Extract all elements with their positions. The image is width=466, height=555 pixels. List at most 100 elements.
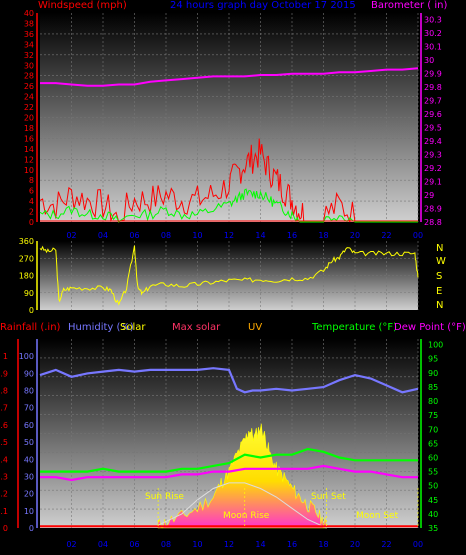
- humidity-y-tick: 60: [24, 421, 34, 430]
- rain-y-tick: 0.7: [0, 404, 8, 413]
- rain-y-tick: 0.4: [0, 455, 8, 464]
- x-tick-label: 04: [98, 540, 108, 549]
- temp-y-tick: 60: [428, 453, 438, 462]
- barometer-axis-title: Barometer ( in): [371, 0, 448, 11]
- avg-wind-series: [39, 188, 418, 223]
- compass-e: E: [436, 286, 443, 297]
- uv-label: UV: [248, 322, 263, 333]
- humidity-y-tick: 100: [19, 352, 34, 361]
- rain-y-tick: 0: [3, 524, 8, 533]
- compass-n-bottom: N: [436, 300, 444, 311]
- humidity-y-tick: 20: [24, 490, 34, 499]
- baro-y-tick: 30.3: [424, 16, 442, 25]
- wind-y-tick: 10: [24, 166, 34, 175]
- x-tick-label: 02: [66, 540, 76, 549]
- x-tick-label: 20: [350, 540, 360, 549]
- baro-y-tick: 29: [424, 191, 434, 200]
- wind-y-tick: 18: [24, 124, 34, 133]
- rainfall-axis-title: Rainfall (.in): [0, 322, 61, 333]
- humidity-y-tick: 10: [24, 507, 34, 516]
- x-tick-label: 18: [318, 540, 328, 549]
- wind-y-tick: 22: [24, 103, 34, 112]
- humidity-axis-title: Humidity (%): [68, 322, 134, 333]
- dir-y-tick: 90: [24, 289, 34, 298]
- baro-y-tick: 28.9: [424, 205, 442, 214]
- x-tick-label: 16: [287, 540, 297, 549]
- baro-y-tick: 29.7: [424, 97, 442, 106]
- baro-y-tick: 29.6: [424, 110, 442, 119]
- windspeed-axis-title: Windspeed (mph): [38, 0, 127, 11]
- windspeed-series: [39, 138, 418, 223]
- wind-y-tick: 4: [29, 197, 34, 206]
- x-tick-label: 08: [161, 540, 171, 549]
- x-tick-label: 00: [413, 540, 423, 549]
- x-tick-label: 06: [129, 231, 139, 240]
- wind-y-tick: 26: [24, 82, 34, 91]
- x-tick-label: 18: [318, 231, 328, 240]
- barometer-series: [40, 67, 419, 87]
- temp-y-tick: 85: [428, 383, 438, 392]
- wind-y-tick: 24: [24, 93, 34, 102]
- temp-y-tick: 45: [428, 496, 438, 505]
- dewpoint-series: [40, 464, 418, 482]
- solar-area: [157, 423, 328, 529]
- rain-y-tick: 0.6: [0, 421, 8, 430]
- humidity-y-tick: 0: [29, 524, 34, 533]
- wind-y-tick: 2: [29, 208, 34, 217]
- dir-y-tick: 180: [19, 272, 34, 281]
- wind-y-tick: 0: [29, 218, 34, 227]
- x-tick-label: 12: [224, 231, 234, 240]
- wind-y-tick: 38: [24, 19, 34, 28]
- rain-y-tick: 0.3: [0, 472, 8, 481]
- baro-y-tick: 29.5: [424, 124, 442, 133]
- humidity-y-tick: 30: [24, 472, 34, 481]
- baro-y-tick: 29.1: [424, 178, 442, 187]
- rain-y-tick: 0.9: [0, 369, 8, 378]
- wind-y-tick: 32: [24, 51, 34, 60]
- temp-y-tick: 80: [428, 397, 438, 406]
- humidity-y-tick: 50: [24, 438, 34, 447]
- wind-direction-series: [39, 245, 419, 306]
- humidity-series: [39, 367, 419, 394]
- temp-y-tick: 75: [428, 411, 438, 420]
- max-solar-series: [157, 482, 327, 529]
- temp-y-tick: 100: [428, 341, 443, 350]
- wind-y-tick: 36: [24, 30, 34, 39]
- temperature-series: [40, 447, 418, 473]
- wind-y-tick: 40: [24, 9, 34, 18]
- baro-y-tick: 30.2: [424, 29, 442, 38]
- x-tick-label: 10: [192, 231, 202, 240]
- sun-set-label: Sun Set: [311, 492, 346, 502]
- x-tick-label: 22: [381, 231, 391, 240]
- wind-y-tick: 12: [24, 155, 34, 164]
- temperature-axis-title: Temperature (°F): [312, 322, 398, 333]
- x-tick-label: 16: [287, 231, 297, 240]
- moon-set-label: Moon Set: [356, 511, 399, 521]
- x-tick-label: 00: [413, 231, 423, 240]
- dir-y-tick: 270: [19, 254, 34, 263]
- x-tick-label: 12: [224, 540, 234, 549]
- baro-y-tick: 29.9: [424, 70, 442, 79]
- baro-y-tick: 29.8: [424, 83, 442, 92]
- baro-y-tick: 28.8: [424, 218, 442, 227]
- solar-label: Solar: [120, 322, 146, 333]
- graph-title: 24 hours graph day October 17 2015: [170, 0, 356, 11]
- wind-y-tick: 28: [24, 72, 34, 81]
- baro-y-tick: 30: [424, 56, 434, 65]
- x-tick-label: 20: [350, 231, 360, 240]
- rain-y-tick: 0.8: [0, 387, 8, 396]
- baro-y-tick: 30.1: [424, 43, 442, 52]
- wind-y-tick: 34: [24, 40, 34, 49]
- max-solar-label: Max solar: [172, 322, 221, 333]
- wind-y-tick: 16: [24, 134, 34, 143]
- temp-y-tick: 65: [428, 439, 438, 448]
- rain-y-tick: 0.2: [0, 490, 8, 499]
- moon-rise-label: Moon Rise: [223, 511, 270, 521]
- x-tick-label: 08: [161, 231, 171, 240]
- rain-y-tick: 0.1: [0, 507, 8, 516]
- humidity-y-tick: 80: [24, 387, 34, 396]
- wind-y-tick: 6: [29, 187, 34, 196]
- wind-y-tick: 30: [24, 61, 34, 70]
- baro-y-tick: 29.4: [424, 137, 442, 146]
